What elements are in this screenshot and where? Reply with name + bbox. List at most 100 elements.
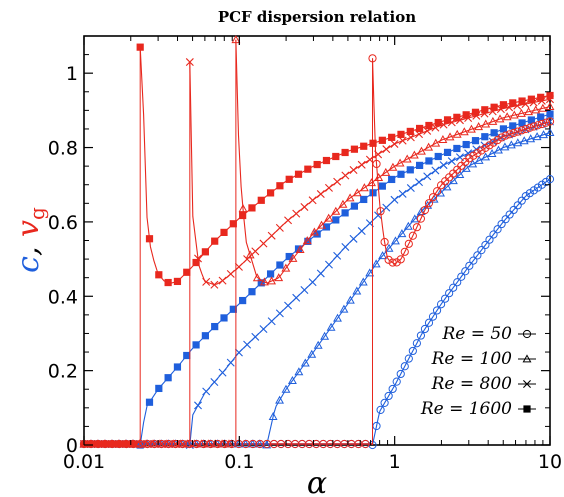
y-tick-label: 0.6	[48, 212, 78, 234]
zero-marker-vg-re1600	[108, 440, 116, 448]
marker-vg-re800	[390, 139, 399, 148]
marker-vg-re1600	[136, 43, 144, 51]
marker-c-re100	[526, 134, 536, 143]
y-tick-label: 1	[66, 63, 78, 85]
marker-vg-re50	[545, 117, 555, 126]
curve-vg-re800	[189, 62, 551, 286]
marker-vg-re800	[234, 262, 243, 271]
marker-c-re50	[493, 225, 502, 234]
marker-vg-re100	[452, 129, 462, 138]
marker-c-re800	[349, 234, 358, 243]
marker-c-re50	[545, 175, 555, 184]
marker-c-re800	[267, 317, 276, 326]
marker-vg-re800	[349, 166, 358, 174]
marker-c-re1600	[397, 170, 405, 178]
marker-vg-re100	[495, 114, 505, 123]
marker-c-re100	[513, 138, 523, 147]
marker-vg-re50	[372, 159, 381, 169]
marker-c-re800	[390, 195, 399, 204]
marker-c-re50	[505, 210, 514, 219]
zero-marker-vg-re1600	[87, 440, 95, 448]
marker-c-re50	[388, 384, 397, 394]
marker-vg-re100	[338, 199, 348, 208]
marker-c-re800	[423, 172, 432, 181]
marker-c-re50	[509, 205, 518, 215]
marker-vg-re50	[432, 187, 442, 196]
marker-c-re1600	[443, 148, 452, 157]
marker-vg-re1600	[313, 160, 321, 169]
marker-c-re50	[396, 369, 405, 379]
marker-vg-re100	[538, 103, 548, 112]
marker-c-re50	[541, 177, 551, 187]
marker-c-re100	[442, 182, 452, 191]
marker-c-re50	[469, 256, 478, 265]
marker-vg-re1600	[462, 111, 470, 119]
marker-c-re800	[194, 401, 202, 410]
marker-vg-re100	[381, 167, 391, 176]
marker-vg-re100	[367, 178, 376, 187]
marker-vg-re1600	[248, 204, 256, 212]
marker-c-re100	[397, 229, 407, 238]
marker-c-re100	[365, 268, 375, 277]
marker-c-re50	[465, 261, 474, 270]
marker-c-re1600	[192, 341, 200, 349]
marker-vg-re1600	[453, 113, 461, 121]
marker-vg-re800	[284, 216, 293, 225]
x-tick-label: 10	[538, 451, 562, 473]
marker-vg-re100	[402, 154, 412, 163]
x-tick-label: 1	[389, 451, 401, 473]
marker-c-re1600	[332, 216, 340, 224]
marker-c-re1600	[453, 144, 461, 153]
marker-vg-re800	[398, 136, 407, 145]
marker-vg-re50	[477, 146, 486, 155]
marker-c-re1600	[304, 237, 312, 245]
marker-c-re1600	[369, 189, 377, 197]
marker-vg-re800	[365, 155, 374, 164]
marker-c-re800	[259, 325, 268, 334]
marker-vg-re1600	[192, 258, 200, 267]
y-axis-label-sub: g	[25, 207, 49, 220]
marker-vg-re800	[226, 269, 235, 278]
marker-c-re800	[439, 161, 448, 170]
marker-vg-re50	[473, 149, 482, 158]
marker-c-re50	[445, 289, 454, 298]
marker-vg-re1600	[443, 116, 452, 124]
zero-marker-vg-re1600	[122, 440, 130, 448]
marker-c-re50	[416, 331, 426, 340]
marker-vg-re1600	[499, 101, 508, 109]
marker-c-re100	[320, 331, 330, 340]
marker-c-re800	[300, 285, 309, 294]
marker-c-re800	[398, 189, 407, 198]
marker-c-re1600	[285, 252, 293, 261]
y-tick-label: 0.4	[48, 286, 78, 308]
marker-c-re1600	[537, 113, 545, 121]
y-axis-label-c: c	[11, 256, 46, 273]
marker-vg-re100	[481, 119, 491, 128]
marker-vg-re800	[267, 231, 276, 240]
y-axis-label-v: v	[11, 220, 46, 237]
marker-vg-re50	[404, 239, 413, 248]
zero-marker-vg-re800	[157, 440, 166, 448]
marker-c-re1600	[416, 161, 424, 169]
zero-marker-vg-re1600	[94, 440, 102, 448]
marker-c-re1600	[276, 261, 284, 269]
marker-c-re50	[449, 283, 458, 292]
marker-vg-re50	[424, 199, 434, 208]
marker-c-re1600	[341, 209, 349, 217]
marker-c-re100	[487, 148, 497, 157]
marker-c-re800	[284, 301, 293, 310]
marker-c-re800	[308, 278, 317, 287]
marker-c-re100	[532, 132, 542, 141]
marker-c-re50	[412, 339, 421, 348]
marker-c-re50	[384, 391, 393, 401]
marker-vg-re50	[388, 258, 397, 267]
y-tick-label: 0.8	[48, 138, 78, 160]
marker-vg-re800	[275, 223, 284, 232]
marker-c-re50	[457, 272, 466, 281]
marker-vg-re800	[185, 58, 194, 67]
marker-vg-re1600	[406, 127, 414, 136]
marker-c-re1600	[183, 351, 191, 360]
marker-c-re1600	[490, 129, 498, 137]
marker-c-re800	[292, 293, 301, 302]
